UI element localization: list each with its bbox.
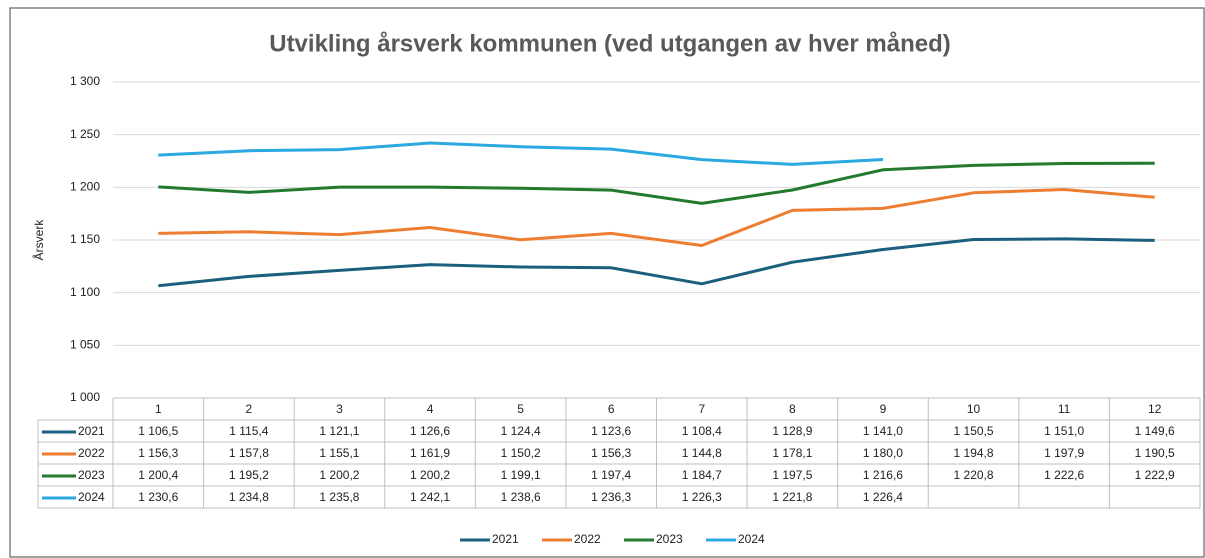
table-value: 1 150,2 — [501, 446, 541, 460]
x-tick-label: 12 — [1148, 402, 1162, 416]
table-value: 1 200,2 — [319, 468, 359, 482]
table-value: 1 197,9 — [1044, 446, 1084, 460]
y-tick-label: 1 250 — [70, 127, 100, 141]
table-value: 1 242,1 — [410, 490, 450, 504]
table-value: 1 124,4 — [501, 424, 541, 438]
table-value: 1 115,4 — [229, 424, 268, 438]
table-value: 1 197,5 — [772, 468, 812, 482]
x-tick-label: 7 — [698, 402, 705, 416]
table-value: 1 156,3 — [591, 446, 631, 460]
table-value: 1 194,8 — [954, 446, 994, 460]
table-value: 1 200,2 — [410, 468, 450, 482]
line-series — [158, 237, 1155, 288]
table-series-name: 2021 — [78, 424, 105, 438]
y-tick-label: 1 200 — [70, 180, 100, 194]
table-value: 1 141,0 — [863, 424, 903, 438]
table-value: 1 197,4 — [591, 468, 631, 482]
table-value: 1 238,6 — [501, 490, 541, 504]
legend-label: 2024 — [738, 532, 765, 546]
table-value: 1 144,8 — [682, 446, 722, 460]
chart-frame — [9, 7, 1205, 558]
legend-label: 2021 — [492, 532, 519, 546]
x-tick-label: 3 — [336, 402, 343, 416]
table-value: 1 156,3 — [138, 446, 178, 460]
x-tick-label: 6 — [608, 402, 615, 416]
line-series — [158, 141, 884, 166]
y-axis-label: Årsverk — [31, 219, 46, 261]
table-series-name: 2023 — [78, 468, 105, 482]
y-tick-label: 1 100 — [70, 285, 100, 299]
table-value: 1 128,9 — [772, 424, 812, 438]
table-value: 1 236,3 — [591, 490, 631, 504]
y-tick-label: 1 150 — [70, 232, 100, 246]
table-series-name: 2024 — [78, 490, 105, 504]
x-tick-label: 8 — [789, 402, 796, 416]
x-tick-label: 5 — [517, 402, 524, 416]
table-value: 1 195,2 — [229, 468, 269, 482]
table-value: 1 221,8 — [772, 490, 812, 504]
table-value: 1 180,0 — [863, 446, 903, 460]
table-value: 1 226,3 — [682, 490, 722, 504]
y-tick-label: 1 000 — [70, 390, 100, 404]
table-value: 1 234,8 — [229, 490, 269, 504]
x-tick-label: 4 — [427, 402, 434, 416]
table-value: 1 216,6 — [863, 468, 903, 482]
table-value: 1 155,1 — [319, 446, 359, 460]
table-value: 1 108,4 — [682, 424, 722, 438]
table-value: 1 150,5 — [954, 424, 994, 438]
table-value: 1 230,6 — [138, 490, 178, 504]
legend-label: 2022 — [574, 532, 601, 546]
line-series — [158, 188, 1155, 247]
table-value: 1 121,1 — [319, 424, 359, 438]
x-tick-label: 1 — [155, 402, 162, 416]
table-value: 1 149,6 — [1135, 424, 1175, 438]
table-series-name: 2022 — [78, 446, 105, 460]
table-value: 1 222,9 — [1135, 468, 1175, 482]
line-series — [158, 161, 1155, 205]
table-value: 1 178,1 — [772, 446, 812, 460]
table-value: 1 200,4 — [138, 468, 178, 482]
table-value: 1 123,6 — [591, 424, 631, 438]
table-value: 1 235,8 — [319, 490, 359, 504]
table-value: 1 199,1 — [501, 468, 541, 482]
x-tick-label: 9 — [880, 402, 887, 416]
y-tick-label: 1 050 — [70, 338, 100, 352]
legend-label: 2023 — [656, 532, 683, 546]
table-value: 1 220,8 — [954, 468, 994, 482]
table-value: 1 190,5 — [1135, 446, 1175, 460]
table-value: 1 126,6 — [410, 424, 450, 438]
table-value: 1 184,7 — [682, 468, 722, 482]
table-value: 1 106,5 — [138, 424, 178, 438]
table-value: 1 151,0 — [1044, 424, 1084, 438]
chart-title: Utvikling årsverk kommunen (ved utgangen… — [269, 30, 951, 57]
x-tick-label: 10 — [967, 402, 981, 416]
x-tick-label: 11 — [1058, 402, 1071, 416]
table-value: 1 222,6 — [1044, 468, 1084, 482]
table-value: 1 226,4 — [863, 490, 903, 504]
y-tick-label: 1 300 — [70, 74, 100, 88]
x-tick-label: 2 — [246, 402, 253, 416]
table-value: 1 161,9 — [410, 446, 450, 460]
table-value: 1 157,8 — [229, 446, 269, 460]
